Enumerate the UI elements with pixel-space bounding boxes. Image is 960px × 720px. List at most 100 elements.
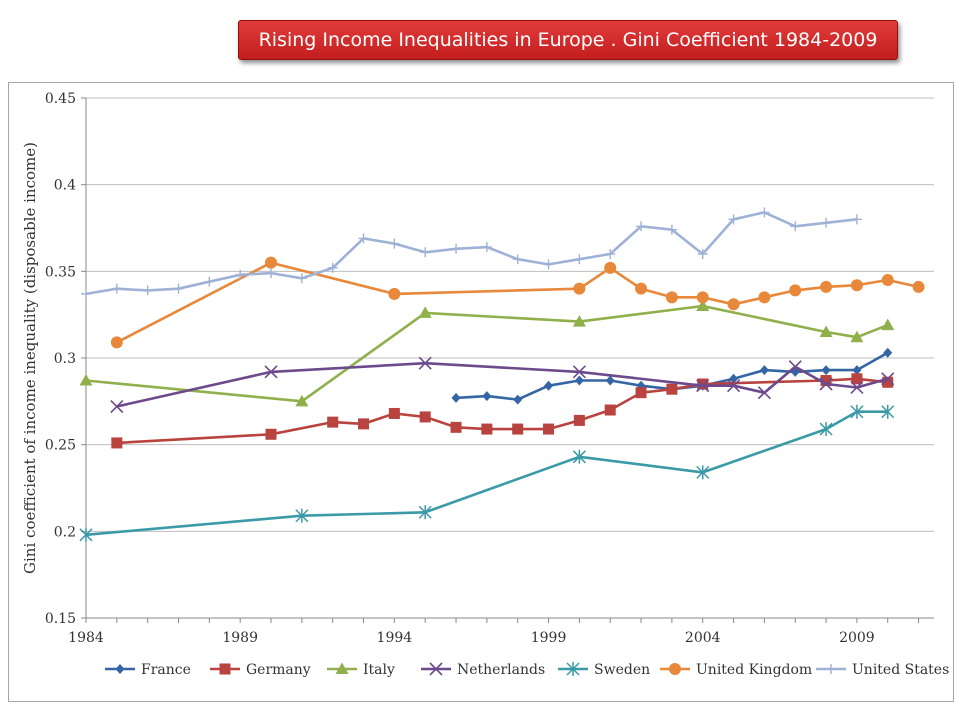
data-point-sweden [295,508,309,523]
data-point-italy [418,306,432,318]
data-point-germany [481,423,493,435]
legend-item-netherlands: Netherlands [421,662,545,678]
y-tick-label: 0.25 [45,438,76,454]
data-point-italy [696,299,710,311]
data-point-united-states [358,233,369,244]
data-point-united-states [420,247,431,258]
data-point-italy [881,318,895,331]
legend-item-italy: Italy [327,662,395,678]
legend-label: United States [852,662,949,678]
y-tick-label: 0.3 [54,351,76,367]
data-point-united-states [389,238,400,249]
data-point-france [821,365,831,376]
data-point-germany [573,414,585,426]
data-point-united-states [728,214,739,225]
data-point-united-kingdom [388,287,401,300]
data-point-italy [295,394,309,407]
data-point-united-states [821,217,832,228]
data-point-united-states [296,273,307,284]
data-point-united-kingdom [604,261,617,274]
data-point-united-states [327,262,338,273]
x-tick-label: 1994 [377,630,413,646]
data-point-united-kingdom [912,280,925,293]
y-tick-label: 0.15 [45,611,76,627]
data-point-germany [635,387,647,399]
data-point-united-states [543,259,554,270]
series-united-states [81,207,862,299]
data-point-united-kingdom [850,279,863,292]
data-point-netherlands [572,365,586,379]
data-point-united-kingdom [820,280,833,293]
data-point-united-states [666,224,677,235]
data-point-germany [851,373,863,385]
series-lines [79,207,925,542]
data-point-united-states [173,283,184,294]
data-point-united-kingdom [789,284,802,297]
data-point-france [574,375,584,386]
legend-marker [115,664,125,674]
data-point-sweden [418,505,432,520]
legend-item-france: France [105,662,191,678]
data-point-france [605,375,615,386]
legend-label: United Kingdom [696,662,812,678]
legend: France Germany Italy Netherlands Sweden Unite… [105,662,949,678]
data-point-france [513,394,523,405]
series-netherlands [110,356,895,414]
x-tick-label: 1989 [222,630,258,646]
data-point-netherlands [819,377,833,391]
series-united-kingdom [110,256,925,349]
data-point-united-kingdom [573,282,586,295]
data-point-germany [265,428,277,440]
data-point-germany [512,423,524,435]
data-point-united-kingdom [727,298,740,311]
data-point-netherlands [757,386,771,400]
data-point-france [883,347,893,358]
x-tick-label: 1999 [531,630,567,646]
data-point-germany [604,404,616,416]
data-point-united-kingdom [665,291,678,304]
data-point-france [729,373,739,384]
y-tick-label: 0.4 [54,178,76,194]
data-point-italy [850,330,864,343]
data-point-france [451,392,461,403]
y-axis-label: Gini coefficient of income inequality (d… [21,142,39,574]
data-point-germany [388,407,400,419]
data-point-united-states [481,242,492,253]
data-point-france [852,365,862,376]
legend-marker [669,663,681,675]
data-point-germany [419,411,431,423]
data-point-sweden [850,404,864,419]
x-tick-label: 2009 [839,630,875,646]
data-point-germany [666,383,678,395]
data-point-united-kingdom [758,291,771,304]
data-point-united-states [636,221,647,232]
series-sweden [79,404,895,542]
data-point-sweden [881,404,895,419]
series-line-italy [85,304,889,403]
data-point-sweden [696,465,710,480]
data-point-france [759,365,769,376]
data-point-france [482,391,492,402]
data-point-united-states [111,283,122,294]
data-point-germany [358,418,370,430]
line-chart: 0.15 0.2 0.25 0.3 0.35 0.4 0.45 1984 1989 1994 199… [21,91,949,678]
data-point-netherlands [788,360,802,374]
data-point-united-states [204,276,215,287]
data-point-sweden [79,527,93,542]
data-point-germany [697,378,709,390]
data-point-united-states [574,254,585,265]
data-point-united-states [512,254,523,265]
legend-marker [566,662,580,676]
y-tick-label: 0.35 [45,264,76,280]
data-point-netherlands [696,379,710,393]
x-tick-label: 1984 [68,630,104,646]
series-line-germany [116,377,888,445]
data-point-united-states [142,285,153,296]
data-point-germany [543,423,555,435]
data-point-united-kingdom [696,291,709,304]
data-point-sweden [819,422,833,437]
chart-frame: 0.15 0.2 0.25 0.3 0.35 0.4 0.45 1984 1989 1994 199… [8,82,954,702]
legend-marker [219,663,231,675]
data-point-united-states [759,207,770,218]
data-point-germany [882,376,894,388]
